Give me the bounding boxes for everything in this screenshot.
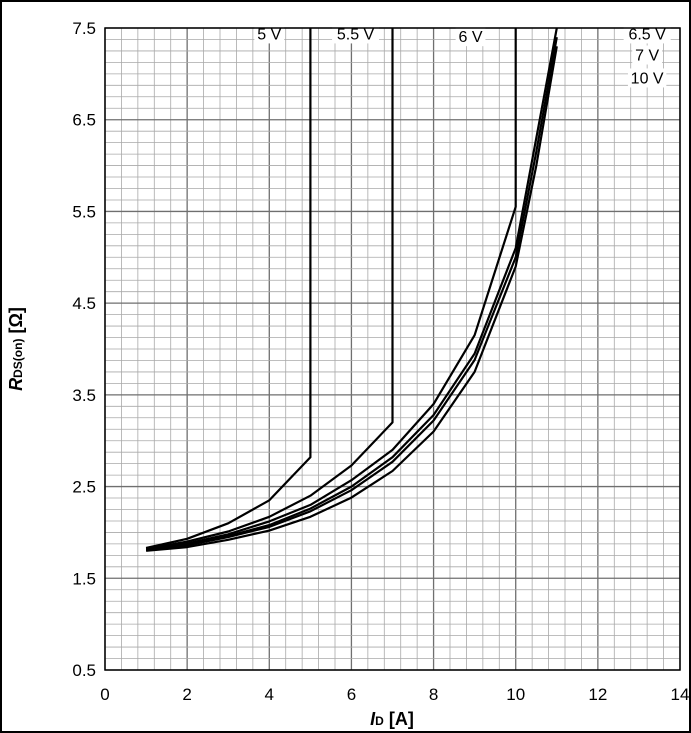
curve-label-7v: 7 V xyxy=(635,48,659,65)
curve-label-6v: 6 V xyxy=(459,29,483,46)
curve-label-bg-5-5v xyxy=(332,24,380,44)
curve-labels: 5 V 5.5 V 6 V 6.5 V 7 V 10 V xyxy=(254,24,671,88)
y-tick-label: 4.5 xyxy=(72,294,96,313)
y-axis-label-main: R xyxy=(6,378,26,391)
y-tick-label: 1.5 xyxy=(72,569,96,588)
series-line-5v xyxy=(145,28,312,550)
curve-label-bg-10v xyxy=(627,68,667,88)
series-line-7v xyxy=(145,37,558,551)
y-axis-label: RDS(on) [Ω] xyxy=(6,307,26,391)
x-tick-label: 12 xyxy=(588,685,607,704)
y-tick-label: 7.5 xyxy=(72,19,96,38)
series-line-5-5v xyxy=(145,28,394,550)
series-line-6v xyxy=(145,28,517,550)
curve-label-bg-5v xyxy=(254,24,285,44)
y-tick-label: 5.5 xyxy=(72,202,96,221)
curve-label-5v: 5 V xyxy=(257,26,281,43)
x-axis-label: ID [A] xyxy=(370,709,414,729)
curve-label-6-5v: 6.5 V xyxy=(628,26,666,43)
curve-label-bg-6-5v xyxy=(623,24,671,44)
curve-label-5-5v: 5.5 V xyxy=(337,26,375,43)
curve-label-bg-7v xyxy=(632,45,663,65)
x-tick-label: 6 xyxy=(347,685,356,704)
y-tick-label: 3.5 xyxy=(72,386,96,405)
x-axis-label-unit: [A] xyxy=(384,709,414,729)
x-tick-label: 4 xyxy=(265,685,274,704)
series-line-10v xyxy=(146,46,558,552)
y-tick-label: 2.5 xyxy=(72,478,96,497)
x-tick-label: 0 xyxy=(100,685,109,704)
tick-labels: 0 2 4 6 8 10 12 14 0.5 1.5 2.5 3.5 4.5 5.5 6.5 7.5 xyxy=(72,19,689,704)
plot-border xyxy=(104,27,681,671)
y-tick-label: 0.5 xyxy=(72,661,96,680)
curve-label-bg-6v xyxy=(455,27,486,47)
x-tick-label: 14 xyxy=(671,685,690,704)
y-tick-label: 6.5 xyxy=(72,111,96,130)
y-axis-label-unit: [Ω] xyxy=(6,307,26,338)
y-axis-label-sub: DS(on) xyxy=(11,339,25,378)
series-group xyxy=(145,27,558,552)
curve-label-10v: 10 V xyxy=(631,70,664,87)
x-axis-label-sub: D xyxy=(375,714,384,728)
x-axis-label-main: I xyxy=(370,709,376,729)
x-tick-label: 10 xyxy=(506,685,525,704)
x-tick-label: 2 xyxy=(182,685,191,704)
x-tick-label: 8 xyxy=(429,685,438,704)
